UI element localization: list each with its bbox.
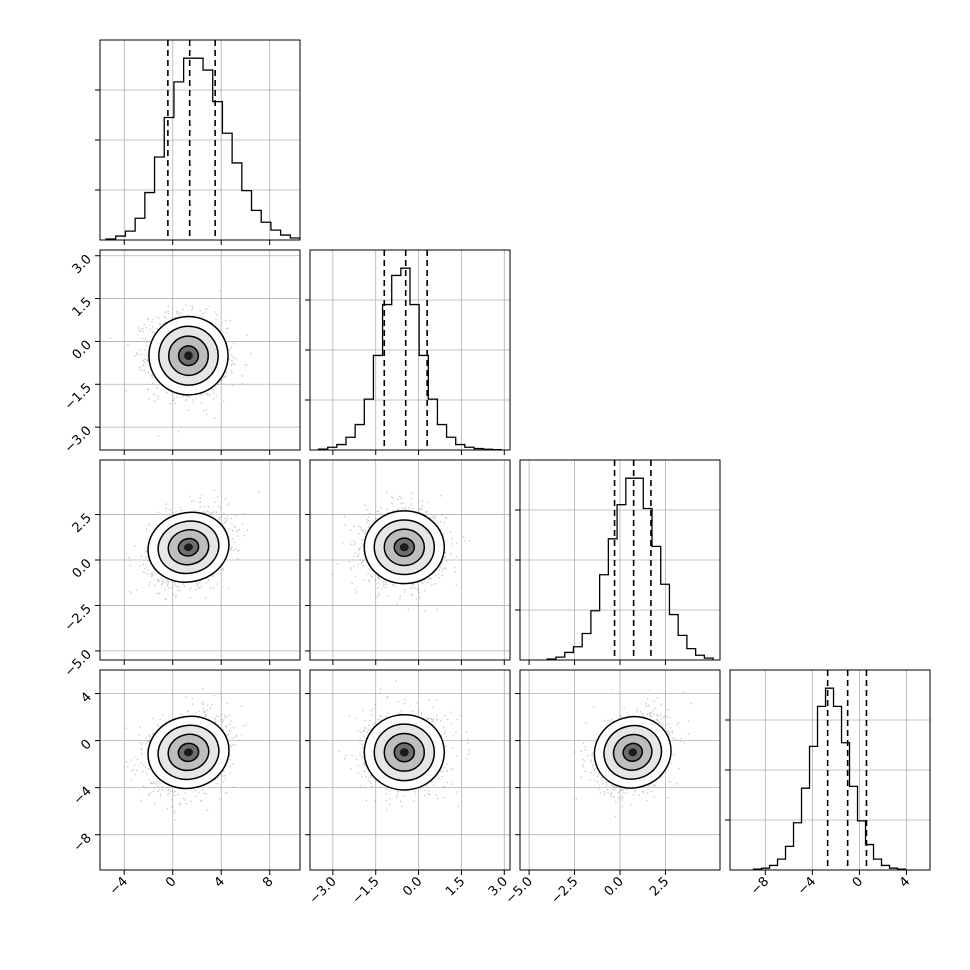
y-tick-label: −1.5 <box>62 381 95 414</box>
panel-content <box>331 491 471 612</box>
density-shading <box>184 748 193 757</box>
panel-border <box>99 39 301 241</box>
y-tick-label: −4 <box>71 784 95 808</box>
x-tick-label: −3.0 <box>307 874 340 907</box>
panel-content <box>125 489 260 600</box>
contour-line <box>157 520 220 575</box>
contour-line <box>603 724 663 780</box>
contour-line <box>393 742 416 763</box>
contour-line <box>148 315 229 396</box>
histogram-panel-3: −8 −4 0 4 <box>725 669 931 898</box>
contour-line <box>167 529 210 566</box>
contour-line <box>167 733 210 772</box>
scatter-panel-1-3: −3.0 −1.5 0.0 1.5 3.0 <box>305 669 511 907</box>
panel-content <box>125 687 247 821</box>
x-tick-label: 0.0 <box>400 874 425 899</box>
contour-line <box>373 519 436 576</box>
panel-border <box>99 249 301 451</box>
panel-border <box>99 669 301 871</box>
contour-line <box>393 537 416 558</box>
scatter-panel-1-2 <box>305 459 511 665</box>
contour-line <box>147 715 230 790</box>
panel-border <box>309 249 511 451</box>
y-tick-label: −2.5 <box>62 602 95 635</box>
y-tick-label: −8 <box>71 831 95 855</box>
x-tick-label: 0 <box>850 874 866 890</box>
y-tick-label: 4 <box>78 690 94 706</box>
y-tick-label: 1.5 <box>70 295 95 320</box>
contour-line <box>593 715 672 789</box>
panel-content <box>109 290 252 437</box>
density-shading <box>184 543 193 552</box>
density-shading <box>184 351 193 361</box>
contour-line <box>177 742 200 763</box>
x-tick-label: −5.0 <box>503 874 536 907</box>
histogram-step-line <box>546 477 714 660</box>
contour-line <box>158 325 219 386</box>
panel-border <box>729 669 931 871</box>
scatter-panel-0-2: −5.0 −2.5 0.0 2.5 <box>62 459 301 680</box>
contour-line <box>157 724 220 781</box>
density-shading <box>399 543 409 552</box>
density-shading <box>399 748 409 757</box>
contour-line <box>167 335 210 377</box>
x-tick-label: 0.0 <box>602 874 627 899</box>
scatter-panel-0-1: −3.0 −1.5 0.0 1.5 3.0 <box>62 249 301 456</box>
histogram-step-line <box>105 57 300 240</box>
histogram-panel-0 <box>95 39 301 245</box>
contour-line <box>622 742 644 763</box>
contour-line <box>147 511 230 583</box>
y-tick-label: 2.5 <box>70 511 95 536</box>
scatter-panel-0-3: −4 0 4 8 −8 −4 0 4 <box>71 669 301 898</box>
x-tick-label: −4 <box>795 874 819 898</box>
density-shading <box>628 748 637 757</box>
y-tick-label: −3.0 <box>62 423 95 456</box>
scatter-panel-2-3: −5.0 −2.5 0.0 2.5 <box>503 669 721 907</box>
contour-line <box>383 528 426 567</box>
contour-line <box>612 733 653 771</box>
panel-content <box>573 689 693 818</box>
panel-border <box>309 669 511 871</box>
x-tick-label: −2.5 <box>548 874 581 907</box>
histogram-step-line <box>317 267 503 450</box>
histogram-step-line <box>752 687 907 870</box>
contour-line <box>177 537 200 557</box>
histogram-panel-1 <box>305 249 511 455</box>
x-tick-label: 2.5 <box>647 874 672 899</box>
y-tick-label: 0.0 <box>70 338 95 363</box>
contour-line <box>373 723 436 782</box>
y-tick-label: 0.0 <box>70 556 95 581</box>
x-tick-label: 4 <box>212 874 228 890</box>
contour-line <box>363 713 446 791</box>
x-tick-label: 8 <box>260 874 276 890</box>
x-tick-label: 0 <box>163 874 179 890</box>
contour-line <box>363 510 446 585</box>
y-tick-label: 3.0 <box>70 252 95 277</box>
x-tick-label: 1.5 <box>443 874 468 899</box>
y-tick-label: −5.0 <box>62 647 95 680</box>
contour-line <box>383 732 426 772</box>
y-tick-label: 0 <box>78 737 94 753</box>
x-tick-label: −4 <box>107 874 131 898</box>
panel-content <box>338 680 472 812</box>
x-tick-label: −1.5 <box>350 874 383 907</box>
x-tick-label: 4 <box>897 874 913 890</box>
contour-line <box>177 345 200 367</box>
x-tick-label: −8 <box>748 874 772 898</box>
histogram-panel-2 <box>515 459 721 665</box>
